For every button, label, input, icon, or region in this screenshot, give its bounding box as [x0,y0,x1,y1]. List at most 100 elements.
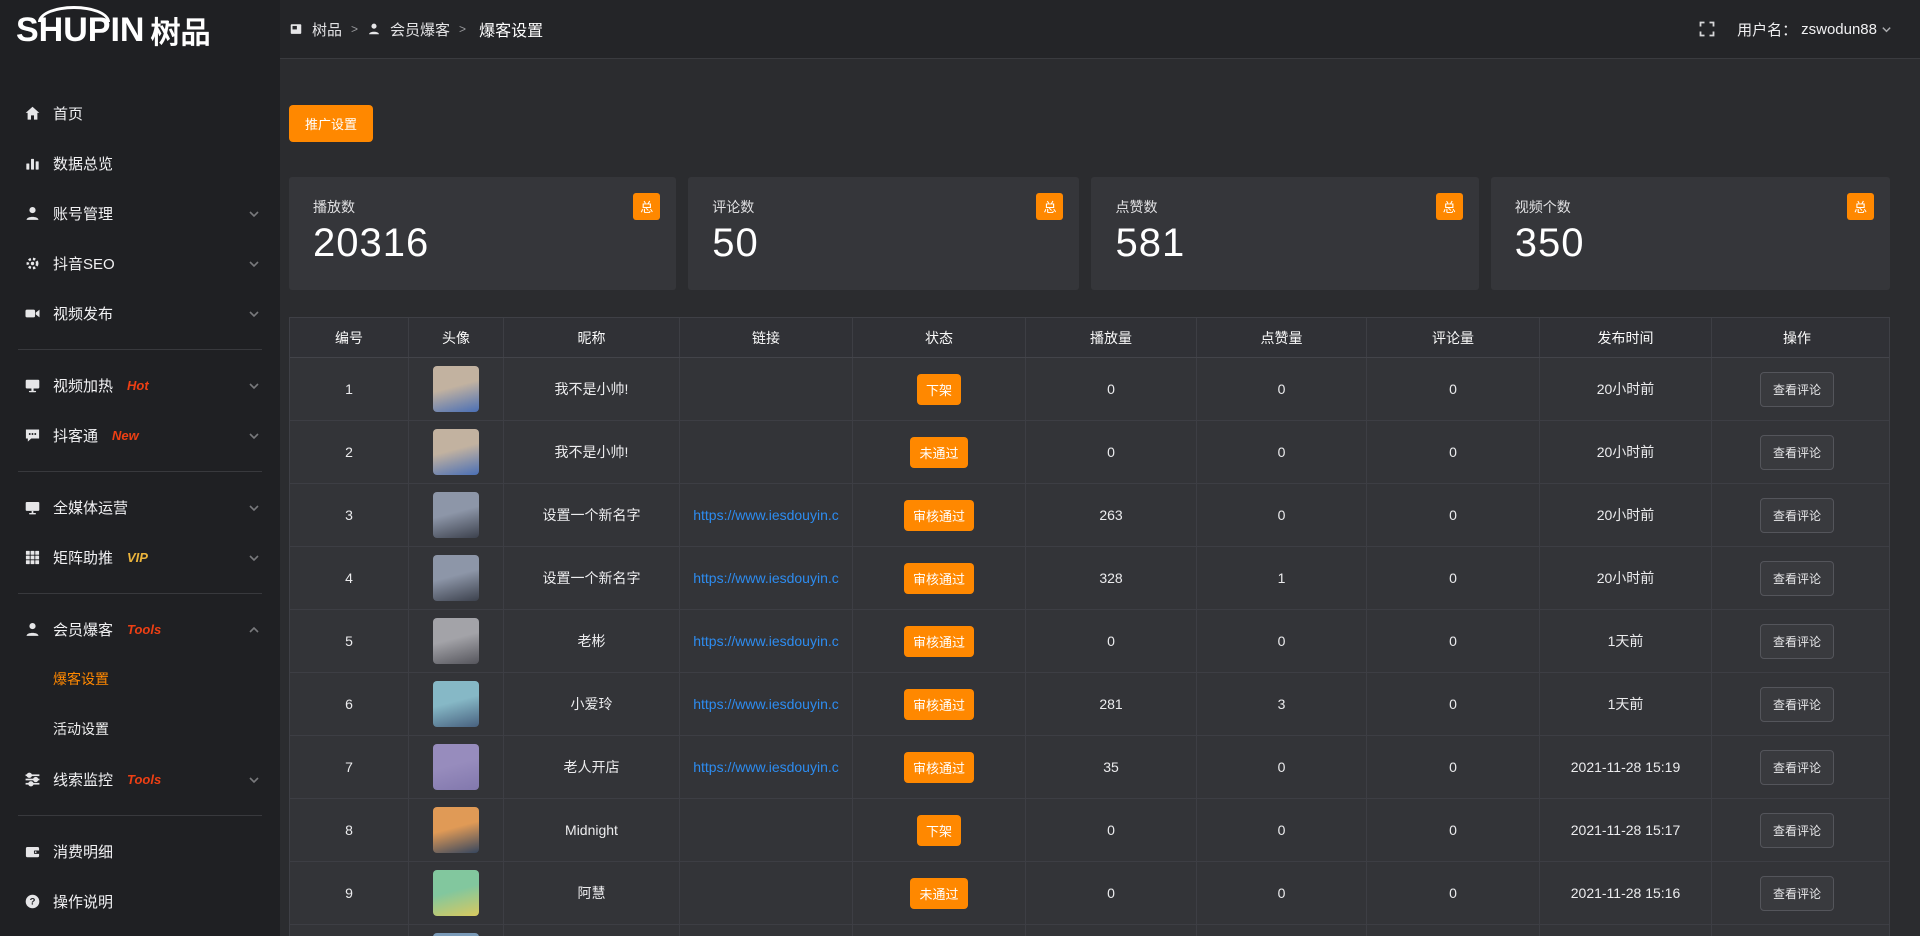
cell-likes: 0 [1197,862,1367,924]
cell-no: 5 [290,610,409,672]
view-comments-button[interactable]: 查看评论 [1759,560,1834,596]
sidebar-item-operation-guide[interactable]: ? 操作说明 [0,876,280,926]
sidebar-subitem-activity-settings[interactable]: 活动设置 [53,721,109,737]
cell-likes: 0 [1197,736,1367,798]
table-header-cell: 状态 [853,318,1026,357]
sidebar-item-all-media[interactable]: 全媒体运营 [0,482,280,532]
stat-total-badge: 总 [1846,193,1874,220]
view-comments-button[interactable]: 查看评论 [1759,623,1834,659]
view-comments-button[interactable]: 查看评论 [1759,434,1834,470]
sidebar-item-consume-detail[interactable]: 消费明细 [0,826,280,876]
screen-icon [24,377,41,394]
avatar [433,933,479,936]
cell-action: 查看评论 [1712,673,1882,735]
cell-plays: 0 [1026,421,1197,483]
chevron-down-icon [248,773,260,785]
cell-nickname: 小爱玲 [504,673,680,735]
cell-avatar [409,925,504,936]
cell-time [1540,925,1712,936]
view-comments-button[interactable]: 查看评论 [1759,371,1834,407]
table-header-cell: 链接 [680,318,853,357]
cell-time: 2021-11-28 15:19 [1540,736,1712,798]
cell-likes [1197,925,1367,936]
fullscreen-icon[interactable] [1699,21,1715,37]
cell-likes: 0 [1197,799,1367,861]
avatar [433,366,479,412]
sidebar-item-label: 首页 [53,105,84,123]
table-row: 4 设置一个新名字 https://www.iesdouyin.c 审核通过 328 1 0… [290,547,1889,610]
sidebar-item-tag: Tools [127,621,162,637]
stat-value: 581 [1115,221,1186,265]
wallet-icon [24,843,41,860]
cell-link[interactable]: https://www.iesdouyin.c [680,484,853,546]
cell-link [680,421,853,483]
chevron-down-icon [248,379,260,391]
home-icon [24,105,41,122]
cell-action: 查看评论 [1712,736,1882,798]
cell-no: 9 [290,862,409,924]
cell-action: 查看评论 [1712,421,1882,483]
stat-label: 播放数 [313,199,355,215]
sidebar-item-data-overview[interactable]: 数据总览 [0,138,280,188]
cell-status [853,925,1026,936]
cell-no: 7 [290,736,409,798]
view-comments-button[interactable]: 查看评论 [1759,749,1834,785]
cell-time: 2021-11-28 15:17 [1540,799,1712,861]
sidebar-divider [0,460,280,482]
cell-likes: 0 [1197,421,1367,483]
table-header-cell: 发布时间 [1540,318,1712,357]
sidebar-item-label: 数据总览 [53,155,114,173]
avatar [433,681,479,727]
cell-avatar [409,799,504,861]
cell-plays: 328 [1026,547,1197,609]
sidebar-item-label: 视频加热 [53,377,114,395]
cell-link[interactable]: https://www.iesdouyin.c [680,673,853,735]
cell-time: 20小时前 [1540,484,1712,546]
sidebar-item-account-manage[interactable]: 账号管理 [0,188,280,238]
stat-value: 50 [712,221,759,265]
cell-likes: 3 [1197,673,1367,735]
sidebar-item-label: 操作说明 [53,893,114,911]
cell-likes: 0 [1197,610,1367,672]
sliders-icon [24,771,41,788]
cell-likes: 0 [1197,358,1367,420]
sidebar-item-member-baoke[interactable]: 会员爆客 Tools [0,604,280,654]
avatar [433,807,479,853]
cell-action [1712,925,1882,936]
breadcrumb-separator: > [459,22,467,36]
cell-link[interactable]: https://www.iesdouyin.c [680,547,853,609]
view-comments-button[interactable]: 查看评论 [1759,812,1834,848]
chart-icon [24,155,41,172]
avatar [433,870,479,916]
chevron-down-icon [248,207,260,219]
sidebar-item-clue-monitor[interactable]: 线索监控 Tools [0,754,280,804]
cell-link[interactable]: https://www.iesdouyin.c [680,610,853,672]
data-table: 编号 头像 昵称 链接 状态 播放量 点赞量 评论量 发布时间 操作 1 我不是小帅! 下架 0 0 0 20… [289,317,1890,936]
cell-avatar [409,610,504,672]
chevron-down-icon [248,551,260,563]
sidebar-item-douyin-seo[interactable]: 抖音SEO [0,238,280,288]
sidebar-item-matrix-boost[interactable]: 矩阵助推 VIP [0,532,280,582]
sidebar-item-video-heat[interactable]: 视频加热 Hot [0,360,280,410]
sidebar-item-tag: VIP [127,549,148,565]
promo-settings-button[interactable]: 推广设置 [289,105,374,142]
view-comments-button[interactable]: 查看评论 [1759,875,1834,911]
sidebar-item-douketong[interactable]: 抖客通 New [0,410,280,460]
cell-status: 审核通过 [853,673,1026,735]
sidebar-item-label: 消费明细 [53,843,114,861]
user-menu[interactable]: 用户名： zswodun88 [1737,19,1892,40]
sidebar-item-video-publish[interactable]: 视频发布 [0,288,280,338]
stat-cards: 播放数 20316 总 评论数 50 总 点赞数 581 总 视频个数 350 … [289,177,1890,290]
view-comments-button[interactable]: 查看评论 [1759,497,1834,533]
chevron-down-icon [248,501,260,513]
cell-nickname [504,925,680,936]
breadcrumb-separator: > [351,22,359,36]
cell-link[interactable]: https://www.iesdouyin.c [680,736,853,798]
view-comments-button[interactable]: 查看评论 [1759,686,1834,722]
cell-comments: 0 [1367,673,1540,735]
breadcrumb-item-shupin[interactable]: 树品 [312,21,343,39]
sidebar-subitem-baoke-settings[interactable]: 爆客设置 [53,671,109,687]
breadcrumb-item-member-baoke[interactable]: 会员爆客 [390,21,451,39]
cell-nickname: 设置一个新名字 [504,484,680,546]
sidebar-item-home[interactable]: 首页 [0,88,280,138]
